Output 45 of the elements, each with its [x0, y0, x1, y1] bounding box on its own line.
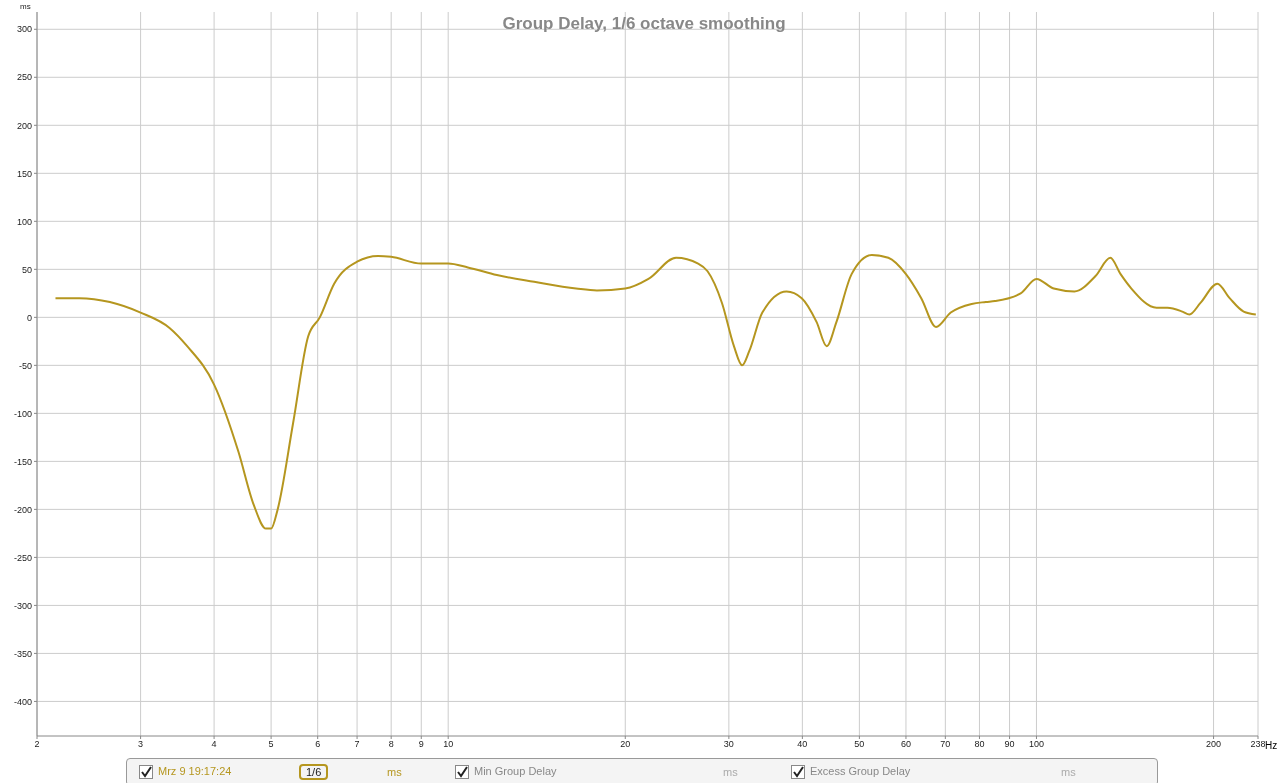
y-tick-label: 300 [16, 24, 32, 35]
text: Mrz 9 19:17:24 [157, 764, 233, 779]
text: Excess Group Delay [809, 764, 912, 779]
y-tick-label: -100 [13, 408, 32, 419]
y-tick-label: 250 [16, 72, 32, 83]
x-axis-title: Hz [1265, 740, 1278, 751]
x-tick-label: 10 [443, 739, 454, 750]
y-tick-label: -400 [13, 696, 32, 707]
x-tick-label: 60 [900, 739, 911, 750]
text: ms [387, 766, 403, 778]
y-tick-label: 200 [16, 120, 32, 131]
x-tick-label: 20 [620, 739, 631, 750]
text: ms [723, 766, 739, 778]
x-tick-label: 7 [354, 739, 360, 750]
x-tick-label: 6 [315, 739, 321, 750]
x-tick-label: 80 [974, 739, 985, 750]
y-tick-label: 100 [16, 216, 32, 227]
y-tick-label: -250 [13, 552, 32, 563]
text: Min Group Delay [473, 764, 558, 779]
x-tick-label: 238 [1250, 739, 1266, 750]
x-tick-label: 40 [797, 739, 808, 750]
x-tick-label: 30 [723, 739, 734, 750]
x-tick-label: 90 [1004, 739, 1015, 750]
y-tick-label: -200 [13, 504, 32, 515]
text: ms [1061, 766, 1076, 778]
x-tick-label: 8 [388, 739, 394, 750]
y-tick-label: -350 [13, 648, 32, 659]
y-axis-title: ms [20, 2, 31, 11]
y-tick-label: 150 [16, 168, 32, 179]
x-tick-label: 9 [418, 739, 424, 750]
x-tick-label: 50 [854, 739, 865, 750]
y-tick-label: -150 [13, 456, 32, 467]
y-tick-label: 50 [21, 264, 32, 275]
chart-title: Group Delay, 1/6 octave smoothing [502, 14, 786, 33]
x-tick-label: 200 [1206, 739, 1222, 750]
y-tick-label: -50 [18, 360, 32, 371]
text: 1/6 [299, 764, 329, 780]
x-tick-label: 5 [268, 739, 274, 750]
x-tick-label: 4 [211, 739, 217, 750]
y-tick-label: 0 [26, 312, 32, 323]
y-tick-label: -300 [13, 600, 32, 611]
x-tick-label: 2 [34, 739, 40, 750]
x-tick-label: 70 [940, 739, 951, 750]
x-tick-label: 100 [1028, 739, 1044, 750]
x-tick-label: 3 [138, 739, 144, 750]
